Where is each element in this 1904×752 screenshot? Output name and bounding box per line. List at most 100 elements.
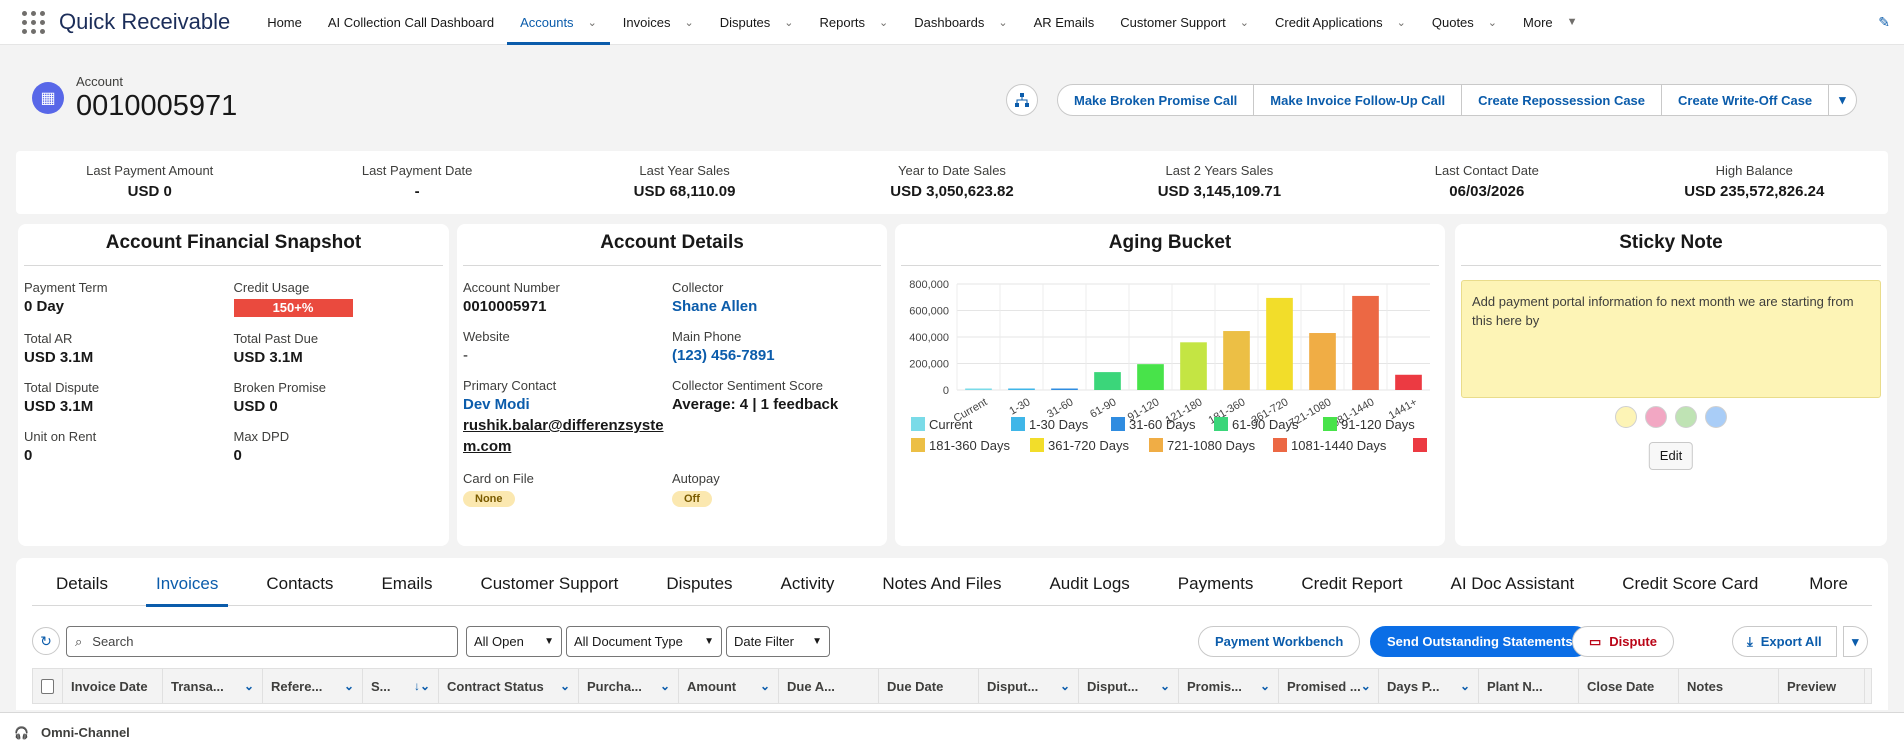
legend-label[interactable]: 361-720 Days xyxy=(1048,438,1129,453)
column-header[interactable]: Due A... xyxy=(779,669,879,703)
legend-label[interactable]: 181-360 Days xyxy=(929,438,1010,453)
tab-audit-logs[interactable]: Audit Logs xyxy=(1049,574,1130,593)
column-menu-icon[interactable]: ⌄ xyxy=(1459,679,1470,693)
column-menu-icon[interactable]: ⌄ xyxy=(559,679,570,693)
tab-invoices[interactable]: Invoices xyxy=(132,570,242,607)
column-header[interactable]: Due Date xyxy=(879,669,979,703)
column-menu-icon[interactable]: ↓⌄ xyxy=(413,679,430,693)
chevron-down-icon[interactable]: ⌄ xyxy=(684,16,694,29)
document-type-filter[interactable]: All Document Type ▼ xyxy=(566,626,722,657)
tab-ai-doc-assistant[interactable]: AI Doc Assistant xyxy=(1450,574,1575,593)
chevron-down-icon[interactable]: ⌄ xyxy=(587,16,597,29)
legend-label[interactable]: Current xyxy=(929,417,973,432)
nav-item-ar-emails[interactable]: AR Emails xyxy=(1021,0,1108,45)
nav-item-ai-collection-call-dashboard[interactable]: AI Collection Call Dashboard xyxy=(315,0,507,45)
tab-emails[interactable]: Emails xyxy=(381,574,433,593)
search-input[interactable]: ⌕ Search xyxy=(66,626,458,657)
column-menu-icon[interactable]: ⌄ xyxy=(243,679,254,693)
edit-nav-icon[interactable]: ✎ xyxy=(1878,14,1890,30)
nav-item-invoices[interactable]: Invoices ⌄ xyxy=(610,0,707,45)
chevron-down-icon[interactable]: ▼ xyxy=(1566,16,1578,28)
more-actions-button[interactable]: ▾ xyxy=(1828,84,1857,116)
tab-payments[interactable]: Payments xyxy=(1177,574,1254,593)
swatch-blue[interactable] xyxy=(1705,406,1727,428)
nav-item-dashboards[interactable]: Dashboards ⌄ xyxy=(901,0,1020,45)
column-header[interactable]: Refere... ⌄ xyxy=(263,669,363,703)
legend-label[interactable]: 1441+ Days xyxy=(1431,438,1445,453)
column-header[interactable]: Promis... ⌄ xyxy=(1179,669,1279,703)
chevron-down-icon[interactable]: ⌄ xyxy=(998,16,1008,29)
export-menu-button[interactable]: ▾ xyxy=(1843,626,1868,657)
nav-item-more[interactable]: More ▼ xyxy=(1510,0,1591,45)
app-launcher-icon[interactable] xyxy=(21,10,45,34)
swatch-pink[interactable] xyxy=(1645,406,1667,428)
nav-item-home[interactable]: Home xyxy=(254,0,315,45)
tab-details[interactable]: Details xyxy=(56,574,108,593)
edit-note-button[interactable]: Edit xyxy=(1648,442,1694,470)
create-write-off-case-button[interactable]: Create Write-Off Case xyxy=(1661,84,1830,116)
nav-item-disputes[interactable]: Disputes ⌄ xyxy=(707,0,807,45)
column-header[interactable]: Disput... ⌄ xyxy=(1079,669,1179,703)
tab-customer-support[interactable]: Customer Support xyxy=(480,574,619,593)
payment-workbench-button[interactable]: Payment Workbench xyxy=(1198,626,1361,657)
export-all-button[interactable]: ⤓ Export All xyxy=(1732,626,1837,657)
chevron-down-icon[interactable]: ⌄ xyxy=(1487,16,1498,29)
column-header[interactable]: Promised ... ⌄ xyxy=(1279,669,1379,703)
nav-item-credit-applications[interactable]: Credit Applications ⌄ xyxy=(1262,0,1419,45)
swatch-green[interactable] xyxy=(1675,406,1697,428)
column-menu-icon[interactable]: ⌄ xyxy=(343,679,354,693)
column-header[interactable]: Contract Status ⌄ xyxy=(439,669,579,703)
nav-item-reports[interactable]: Reports ⌄ xyxy=(807,0,902,45)
nav-item-quotes[interactable]: Quotes ⌄ xyxy=(1419,0,1510,45)
sticky-note-text[interactable]: Add payment portal information fo next m… xyxy=(1461,280,1881,398)
nav-item-accounts[interactable]: Accounts ⌄ xyxy=(507,0,610,45)
tab-more[interactable]: More xyxy=(1809,574,1848,593)
column-header[interactable]: Plant N... xyxy=(1479,669,1579,703)
nav-item-customer-support[interactable]: Customer Support ⌄ xyxy=(1107,0,1262,45)
send-statements-button[interactable]: Send Outstanding Statements xyxy=(1370,626,1590,657)
column-menu-icon[interactable]: ⌄ xyxy=(1360,679,1371,693)
swatch-yellow[interactable] xyxy=(1615,406,1637,428)
column-menu-icon[interactable]: ⌄ xyxy=(1059,679,1070,693)
tab-notes-and-files[interactable]: Notes And Files xyxy=(882,574,1002,593)
legend-label[interactable]: 1081-1440 Days xyxy=(1291,438,1387,453)
column-menu-icon[interactable]: ⌄ xyxy=(759,679,770,693)
refresh-button[interactable]: ↻ xyxy=(32,627,60,655)
tab-disputes[interactable]: Disputes xyxy=(666,574,733,593)
phone-link[interactable]: (123) 456-7891 xyxy=(672,347,775,364)
broken-promise-call-button[interactable]: Make Broken Promise Call xyxy=(1057,84,1255,116)
column-header[interactable]: Disput... ⌄ xyxy=(979,669,1079,703)
dispute-button[interactable]: ▭ Dispute xyxy=(1572,626,1674,657)
chevron-down-icon[interactable]: ⌄ xyxy=(784,16,794,29)
column-header[interactable]: Transa... ⌄ xyxy=(163,669,263,703)
chevron-down-icon[interactable]: ⌄ xyxy=(1239,16,1249,29)
tab-activity[interactable]: Activity xyxy=(780,574,835,593)
hierarchy-button[interactable] xyxy=(1006,84,1038,116)
collector-link[interactable]: Shane Allen xyxy=(672,298,758,315)
column-header[interactable]: Close Date xyxy=(1579,669,1679,703)
legend-label[interactable]: 31-60 Days xyxy=(1129,417,1196,432)
column-header[interactable]: Notes xyxy=(1679,669,1779,703)
invoice-followup-call-button[interactable]: Make Invoice Follow-Up Call xyxy=(1253,84,1463,116)
date-filter[interactable]: Date Filter ▼ xyxy=(726,626,830,657)
column-header[interactable]: Days P... ⌄ xyxy=(1379,669,1479,703)
tab-credit-score-card[interactable]: Credit Score Card xyxy=(1622,574,1759,593)
column-menu-icon[interactable]: ⌄ xyxy=(1259,679,1270,693)
column-header[interactable]: Amount ⌄ xyxy=(679,669,779,703)
create-repossession-case-button[interactable]: Create Repossession Case xyxy=(1461,84,1663,116)
select-all-checkbox[interactable] xyxy=(33,669,63,703)
tab-credit-report[interactable]: Credit Report xyxy=(1301,574,1403,593)
column-header[interactable]: Purcha... ⌄ xyxy=(579,669,679,703)
column-header[interactable]: Preview xyxy=(1779,669,1865,703)
column-header[interactable]: Invoice Date xyxy=(63,669,163,703)
legend-label[interactable]: 61-90 Days xyxy=(1232,417,1299,432)
legend-label[interactable]: 1-30 Days xyxy=(1029,417,1089,432)
email-link[interactable]: rushik.balar@differenzsystem.com xyxy=(463,417,664,455)
status-filter[interactable]: All Open ▼ xyxy=(466,626,562,657)
tab-contacts[interactable]: Contacts xyxy=(266,574,334,593)
column-header[interactable]: S... ↓⌄ xyxy=(363,669,439,703)
column-menu-icon[interactable]: ⌄ xyxy=(659,679,670,693)
utility-bar[interactable]: 🎧 Omni-Channel xyxy=(0,712,1904,752)
legend-label[interactable]: 721-1080 Days xyxy=(1167,438,1256,453)
column-menu-icon[interactable]: ⌄ xyxy=(1159,679,1170,693)
